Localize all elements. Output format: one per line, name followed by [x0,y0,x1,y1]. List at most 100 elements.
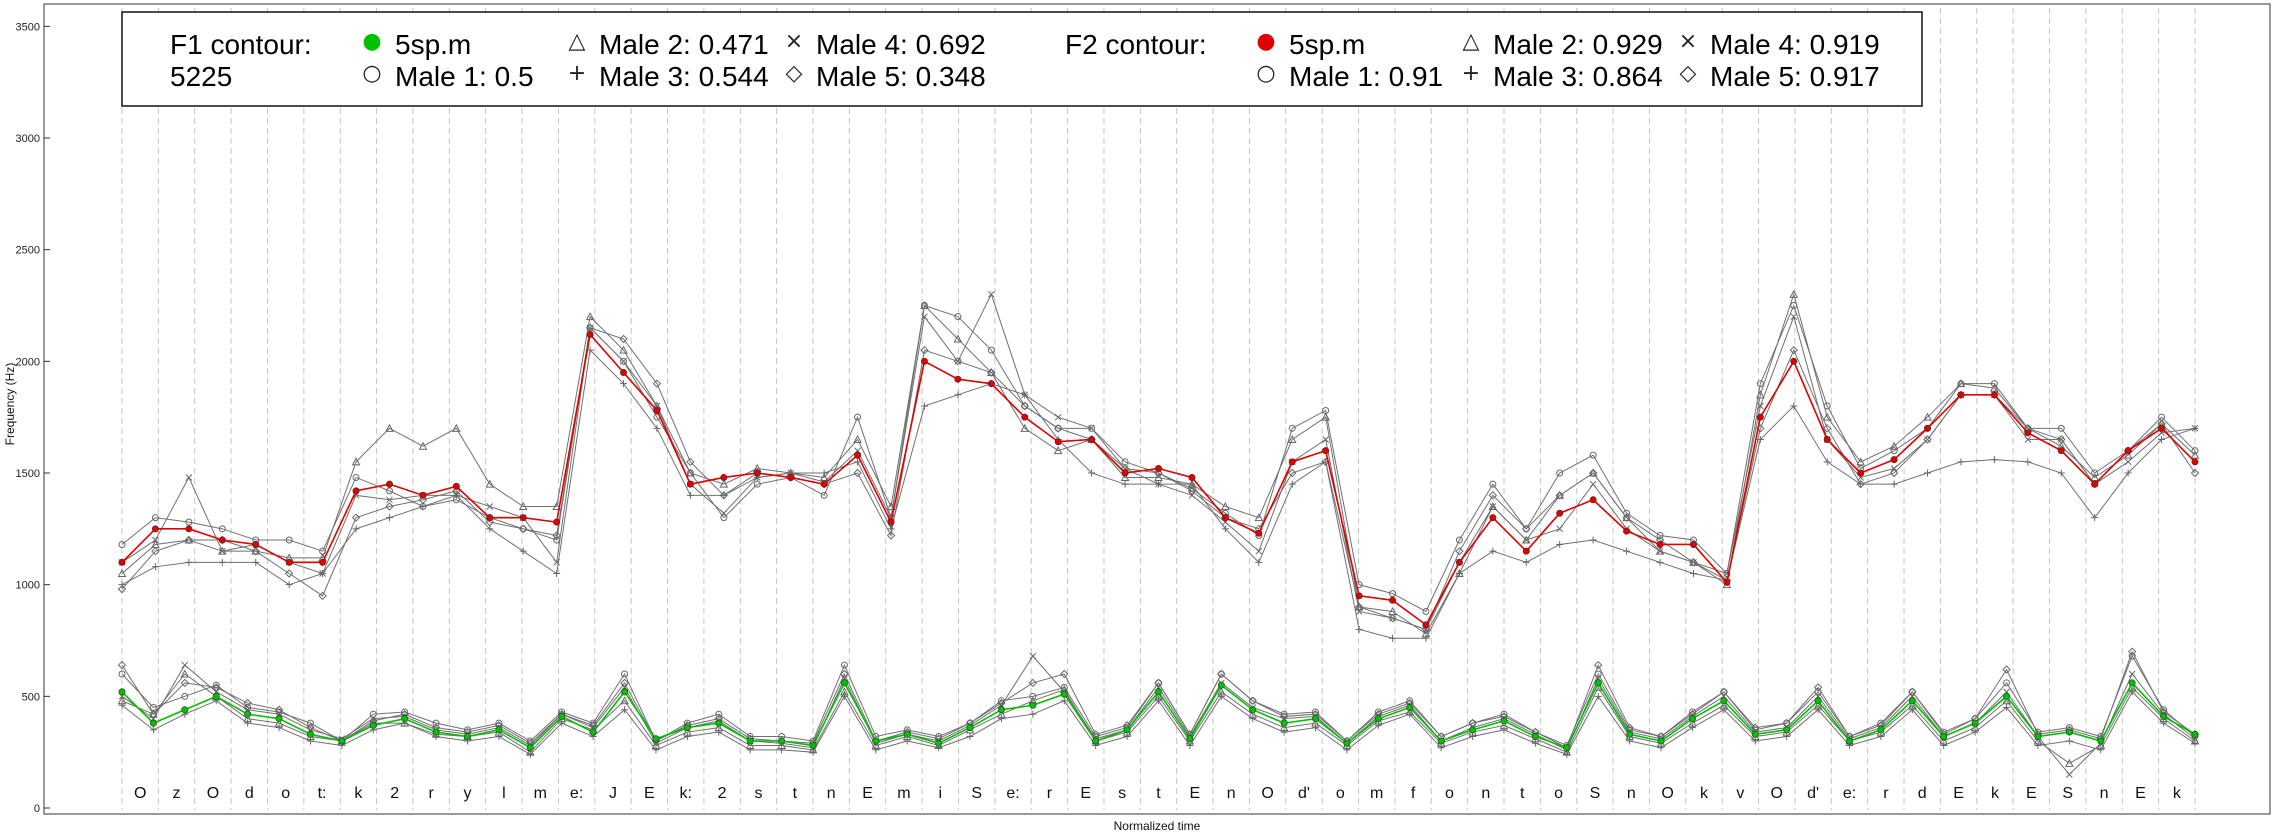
phone-label: t: [318,785,327,802]
data-point [746,737,754,745]
data-point [553,570,561,577]
data-point [1956,379,1966,388]
phone-label: m [897,785,910,802]
phone-label: O [134,785,146,802]
legend: F1 contour: 5225 F2 contour: ● 5sp.m ○ Male… [121,11,1923,107]
data-point [1890,480,1898,488]
data-point [1155,480,1162,488]
legend-f1-subtitle: 5225 [170,61,232,92]
data-point [1188,473,1196,481]
data-point [252,540,260,548]
y-tick-label: 3500 [16,21,40,33]
data-point [809,748,817,756]
data-point [1500,726,1508,734]
data-point [1756,413,1764,421]
data-point [720,514,728,522]
data-point [1594,660,1603,670]
data-point [1217,669,1226,679]
legend-symbol: ● [362,29,381,54]
data-point [518,501,528,510]
phone-label: t [793,785,798,802]
data-point [2191,730,2199,738]
phone-label: e: [570,785,583,802]
data-point [2024,429,2032,437]
data-point [1856,479,1865,489]
data-point [1422,607,1430,615]
legend-symbol: ○ [1256,61,1275,86]
data-point [1312,708,1320,716]
data-point [1657,744,1665,752]
data-point [1422,621,1430,629]
data-point [719,491,729,500]
phone-label: J [609,785,617,802]
data-point [954,391,962,399]
data-point [1783,726,1791,734]
data-point [2091,480,2099,488]
data-point [2057,447,2065,455]
phone-label: r [1047,785,1053,802]
data-point [149,709,158,719]
data-point [1029,652,1037,660]
data-point [1783,733,1791,741]
data-point [1940,733,1948,741]
data-point [526,750,534,758]
data-point [2034,741,2042,749]
data-point [1531,739,1539,747]
data-point [385,423,394,432]
data-point [1923,412,1932,421]
series-line [121,650,2196,749]
x-axis-title: Normalized time [1114,819,1201,833]
data-point [1248,696,1257,706]
data-point [1751,737,1759,745]
data-point [621,670,629,678]
data-point [903,730,911,738]
data-point [1890,447,1898,455]
phone-label: o [1554,785,1563,802]
data-point [385,487,393,495]
data-point [753,480,761,488]
phone-label: o [281,785,290,802]
data-point [887,525,895,533]
legend-label: Male 5: 0.917 [1710,61,1880,92]
data-point [1488,501,1498,510]
data-point [1622,513,1631,522]
data-point [1594,692,1602,700]
data-point [1280,719,1288,727]
phone-label: E [1953,785,1964,802]
data-point [1857,469,1865,477]
data-point [1790,313,1798,321]
data-point [1249,706,1257,714]
data-point [2124,447,2132,455]
phone-label: t [1156,785,1161,802]
data-point [1088,424,1096,432]
data-point [519,524,528,534]
data-point [181,692,189,700]
data-point [1657,737,1665,745]
data-point [920,345,929,355]
series-line [121,327,2196,630]
data-point [1406,703,1414,711]
data-point [840,669,849,679]
data-point [1813,683,1823,692]
data-point [954,313,962,321]
data-point [1556,469,1564,477]
data-point [1814,697,1822,705]
data-point [306,737,314,745]
data-point [1656,540,1664,548]
data-point [2158,436,2166,443]
data-point [1823,424,1832,433]
data-point [212,692,220,700]
data-point [218,525,226,533]
data-point [495,719,503,727]
data-point [1522,547,1530,555]
data-point [1823,458,1831,466]
data-point [820,469,828,477]
data-point [385,502,394,511]
data-point [1388,613,1397,623]
data-point [620,678,629,688]
data-point [452,423,461,432]
phone-label: r [428,785,434,802]
data-point [1877,733,1885,741]
data-point [935,733,943,741]
